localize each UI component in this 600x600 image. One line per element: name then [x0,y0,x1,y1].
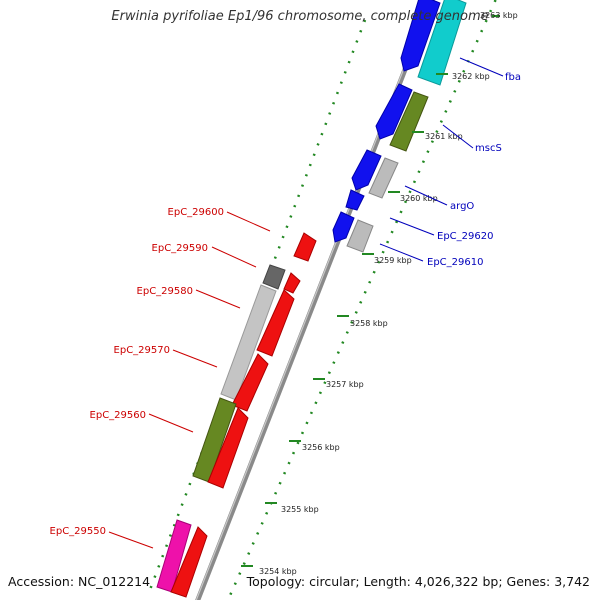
tick-label: 3258 kbp [350,319,388,328]
gene-leader-line [172,349,218,368]
tick-label: 3263 kbp [480,11,518,20]
tick-3257: 3257 kbp [313,378,364,389]
gene-leader-line [459,57,504,77]
gene-label-mscs[interactable]: mscS [442,124,502,154]
gene-leader-line [195,289,241,309]
inner-guide-dots [226,0,497,600]
tick-label: 3255 kbp [281,505,319,514]
gene-label-text[interactable]: EpC_29590 [152,243,208,254]
gene-epc29560-arrow[interactable] [207,407,249,489]
gene-label-epc29570[interactable]: EpC_29570 [114,345,218,368]
tick-label: 3257 kbp [326,380,364,389]
gene-label-epc29610[interactable]: EpC_29610 [379,243,483,268]
gene-label-text[interactable]: argO [450,201,474,212]
tick-3256: 3256 kbp [289,440,340,452]
backbone-layer [146,0,497,600]
gene-epc29590-darkgray[interactable] [262,264,286,290]
gene-leader-line [442,124,474,149]
tick-3258: 3258 kbp [337,315,388,328]
tick-label: 3256 kbp [302,443,340,452]
gene-leader-line [226,211,271,232]
gene-feature-olive-mscs[interactable] [389,91,429,152]
gene-label-text[interactable]: fba [505,72,521,83]
tick-label: 3261 kbp [425,132,463,141]
gene-epc29590-arrow[interactable] [283,272,301,294]
gene-epc29600-arrow[interactable] [293,232,317,262]
gene-feature-cyan-top[interactable] [417,0,467,86]
tick-3262: 3262 kbp [436,72,490,81]
gene-label-text[interactable]: EpC_29600 [168,207,224,218]
gene-argo-arrow[interactable] [345,189,365,211]
accession-text: Accession: NC_012214 [8,574,151,589]
tick-label: 3262 kbp [452,72,490,81]
tick-label: 3260 kbp [400,194,438,203]
gene-leader-line [108,531,154,549]
gene-leader-line [389,217,435,236]
gene-mscs-arrow[interactable] [351,149,382,191]
gene-label-text[interactable]: mscS [475,143,502,154]
gene-leader-line [379,243,424,262]
gene-feature-blue-top[interactable] [400,0,441,72]
gene-epc29550-arrow[interactable] [170,526,208,598]
gene-epc29610-gray[interactable] [346,219,374,253]
features-layer [156,0,467,598]
tick-3261: 3261 kbp [412,131,463,141]
gene-argo-gray[interactable] [368,157,399,199]
tick-3255: 3255 kbp [265,502,319,514]
gene-epc29620-arrow[interactable] [332,211,355,243]
gene-label-text[interactable]: EpC_29570 [114,345,170,356]
tick-3259: 3259 kbp [362,253,412,265]
gene-leader-line [148,413,194,433]
gene-label-epc29560[interactable]: EpC_29560 [90,410,194,433]
tick-3254: 3254 kbp [241,565,297,576]
gene-label-text[interactable]: EpC_29610 [427,257,483,268]
gene-epc29570-arrow[interactable] [231,353,269,412]
gene-fba-arrow[interactable] [375,83,413,140]
gene-label-text[interactable]: EpC_29560 [90,410,146,421]
map-title: Erwinia pyrifoliae Ep1/96 chromosome, co… [111,9,489,24]
gene-label-epc29590[interactable]: EpC_29590 [152,243,257,268]
gene-label-epc29620[interactable]: EpC_29620 [389,217,493,242]
tick-3263: 3263 kbp [480,11,518,20]
tick-label: 3259 kbp [374,256,412,265]
backbone-line-highlight [195,0,432,600]
gene-label-epc29600[interactable]: EpC_29600 [168,207,271,232]
gene-label-text[interactable]: EpC_29550 [50,526,106,537]
gene-epc29580-arrow[interactable] [256,289,295,357]
gene-label-text[interactable]: EpC_29580 [137,286,193,297]
gene-label-text[interactable]: EpC_29620 [437,231,493,242]
genome-summary-text: Topology: circular; Length: 4,026,322 bp… [246,574,590,589]
tick-3260: 3260 kbp [388,191,438,203]
gene-leader-line [404,185,448,206]
tick-label: 3254 kbp [259,567,297,576]
gene-label-epc29580[interactable]: EpC_29580 [137,286,241,309]
gene-label-epc29550[interactable]: EpC_29550 [50,526,154,549]
gene-label-fba[interactable]: fba [459,57,521,83]
gene-leader-line [211,246,257,268]
gene-label-argo[interactable]: argO [404,185,474,212]
